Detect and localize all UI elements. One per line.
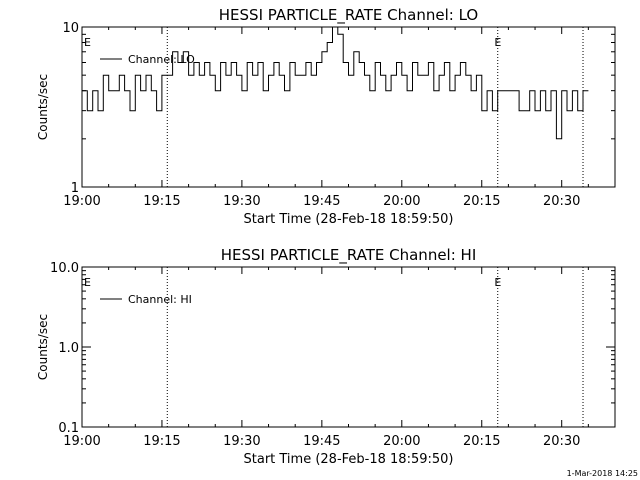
x-tick-label: 19:00	[63, 194, 100, 209]
y-tick-label: 0.1	[58, 421, 79, 436]
x-tick-label: 20:30	[543, 434, 580, 449]
y-axis-label: Counts/sec	[36, 74, 50, 140]
chart-title: HESSI PARTICLE_RATE Channel: LO	[219, 6, 478, 25]
event-marker: E	[494, 276, 501, 289]
y-tick-label: 1	[71, 181, 79, 196]
legend-entry: Channel: HI	[128, 293, 192, 306]
x-tick-label: 20:15	[463, 194, 500, 209]
x-tick-label: 19:15	[143, 194, 180, 209]
x-tick-label: 19:15	[143, 434, 180, 449]
y-tick-label: 10	[62, 21, 79, 36]
chart-title: HESSI PARTICLE_RATE Channel: HI	[221, 246, 477, 265]
event-marker: E	[84, 276, 91, 289]
x-tick-label: 20:15	[463, 434, 500, 449]
x-tick-label: 20:30	[543, 194, 580, 209]
plot-frame	[81, 266, 616, 428]
panel-lo-channel: HESSI PARTICLE_RATE Channel: LO Start Tim…	[36, 6, 616, 227]
y-tick-label: 1.0	[58, 341, 79, 356]
x-tick-label: 19:45	[303, 194, 340, 209]
y-tick-label: 10.0	[50, 261, 79, 276]
x-axis-label: Start Time (28-Feb-18 18:59:50)	[244, 452, 454, 467]
series-line-channel-lo	[82, 26, 589, 140]
x-tick-label: 19:45	[303, 434, 340, 449]
event-marker: E	[494, 36, 501, 49]
legend-entry: Channel: LO	[128, 53, 195, 66]
y-axis-label: Counts/sec	[36, 314, 50, 380]
x-tick-label: 19:30	[223, 194, 260, 209]
footer-timestamp: 1-Mar-2018 14:25	[567, 469, 638, 478]
event-marker: E	[84, 36, 91, 49]
x-tick-label: 20:00	[383, 434, 420, 449]
x-tick-label: 19:00	[63, 434, 100, 449]
x-axis-label: Start Time (28-Feb-18 18:59:50)	[244, 212, 454, 227]
x-tick-label: 19:30	[223, 434, 260, 449]
panel-hi-channel: HESSI PARTICLE_RATE Channel: HI Start Tim…	[36, 246, 616, 467]
x-tick-label: 20:00	[383, 194, 420, 209]
